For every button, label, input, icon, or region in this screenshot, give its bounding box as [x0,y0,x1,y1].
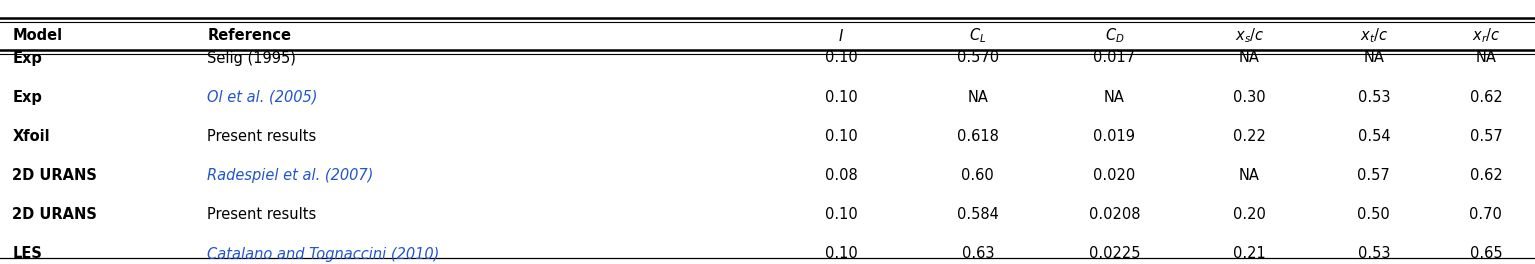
Text: NA: NA [1104,90,1125,105]
Text: Catalano and Tognaccini (2010): Catalano and Tognaccini (2010) [207,247,439,262]
Text: 0.08: 0.08 [824,168,858,183]
Text: 0.570: 0.570 [956,50,999,65]
Text: 0.54: 0.54 [1357,129,1391,144]
Text: 0.10: 0.10 [824,207,858,222]
Text: 0.30: 0.30 [1233,90,1266,105]
Text: 0.63: 0.63 [961,247,995,262]
Text: 0.10: 0.10 [824,90,858,105]
Text: 0.57: 0.57 [1469,129,1503,144]
Text: 0.57: 0.57 [1357,168,1391,183]
Text: 2D URANS: 2D URANS [12,207,97,222]
Text: 0.20: 0.20 [1233,207,1266,222]
Text: Present results: Present results [207,129,316,144]
Text: NA: NA [1363,50,1385,65]
Text: 0.0208: 0.0208 [1088,207,1141,222]
Text: Selig (1995): Selig (1995) [207,50,296,65]
Text: 0.22: 0.22 [1233,129,1266,144]
Text: 0.70: 0.70 [1469,207,1503,222]
Text: 0.0225: 0.0225 [1088,247,1141,262]
Text: 0.584: 0.584 [956,207,999,222]
Text: $I$: $I$ [838,28,844,44]
Text: 0.60: 0.60 [961,168,995,183]
Text: 0.21: 0.21 [1233,247,1266,262]
Text: 0.62: 0.62 [1469,90,1503,105]
Text: NA: NA [1475,50,1497,65]
Text: 0.10: 0.10 [824,50,858,65]
Text: LES: LES [12,247,41,262]
Text: 0.50: 0.50 [1357,207,1391,222]
Text: 0.10: 0.10 [824,129,858,144]
Text: $C_L$: $C_L$ [969,27,987,45]
Text: NA: NA [967,90,989,105]
Text: $x_r/c$: $x_r/c$ [1472,27,1500,45]
Text: 0.62: 0.62 [1469,168,1503,183]
Text: 0.53: 0.53 [1357,90,1391,105]
Text: Reference: Reference [207,29,292,44]
Text: Exp: Exp [12,50,41,65]
Text: 2D URANS: 2D URANS [12,168,97,183]
Text: NA: NA [1239,50,1260,65]
Text: Xfoil: Xfoil [12,129,51,144]
Text: Model: Model [12,29,63,44]
Text: NA: NA [1239,168,1260,183]
Text: 0.017: 0.017 [1093,50,1136,65]
Text: 0.019: 0.019 [1093,129,1136,144]
Text: 0.618: 0.618 [956,129,999,144]
Text: Present results: Present results [207,207,316,222]
Text: Ol et al. (2005): Ol et al. (2005) [207,90,318,105]
Text: $x_s/c$: $x_s/c$ [1234,27,1265,45]
Text: Radespiel et al. (2007): Radespiel et al. (2007) [207,168,373,183]
Text: 0.53: 0.53 [1357,247,1391,262]
Text: 0.020: 0.020 [1093,168,1136,183]
Text: Exp: Exp [12,90,41,105]
Text: $x_t/c$: $x_t/c$ [1360,27,1388,45]
Text: $C_D$: $C_D$ [1105,27,1124,45]
Text: 0.10: 0.10 [824,247,858,262]
Text: 0.65: 0.65 [1469,247,1503,262]
